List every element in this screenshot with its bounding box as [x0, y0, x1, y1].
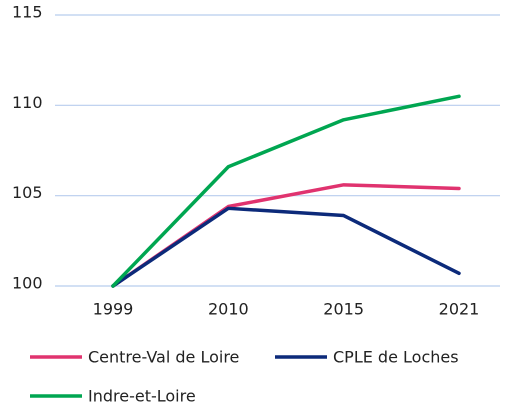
x-tick-label: 2010 [208, 300, 249, 319]
legend-label: Indre-et-Loire [88, 387, 196, 406]
series-line [111, 94, 461, 288]
legend-label: Centre-Val de Loire [88, 348, 239, 367]
x-tick-label: 1999 [93, 300, 134, 319]
y-tick-label: 105 [12, 183, 43, 202]
y-tick-label: 110 [12, 93, 43, 112]
x-tick-label: 2021 [439, 300, 480, 319]
series-line [111, 206, 461, 288]
legend-label: CPLE de Loches [333, 348, 459, 367]
x-tick-label: 2015 [323, 300, 364, 319]
y-tick-label: 100 [12, 274, 43, 293]
y-tick-label: 115 [12, 3, 43, 22]
series-line [111, 183, 461, 288]
